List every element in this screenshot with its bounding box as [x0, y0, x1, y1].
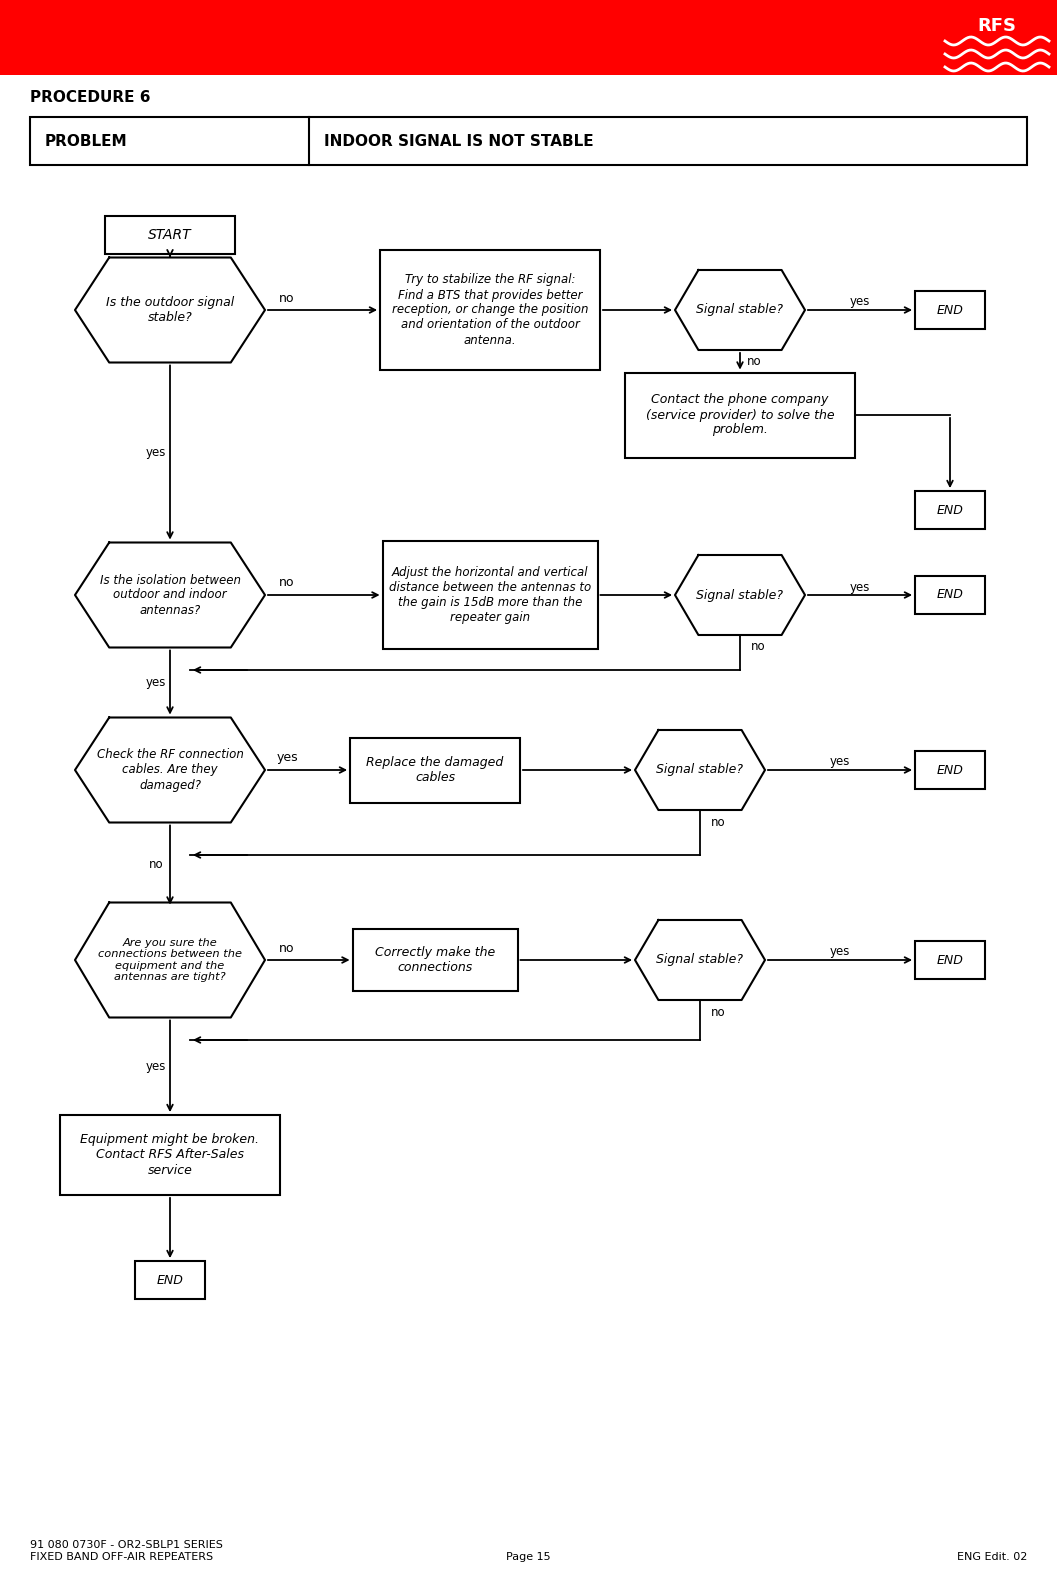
- Text: START: START: [148, 228, 191, 242]
- Text: END: END: [937, 589, 963, 601]
- Bar: [625, 372, 855, 457]
- Text: PROCEDURE 6: PROCEDURE 6: [30, 90, 150, 104]
- Text: Contact the phone company
(service provider) to solve the
problem.: Contact the phone company (service provi…: [646, 394, 834, 437]
- Text: RFS: RFS: [978, 17, 1017, 35]
- Bar: [135, 1261, 205, 1299]
- Text: no: no: [149, 859, 164, 872]
- Bar: [0, 0, 937, 74]
- Text: no: no: [279, 941, 295, 954]
- Bar: [352, 929, 518, 990]
- Text: Is the outdoor signal
stable?: Is the outdoor signal stable?: [106, 296, 234, 324]
- Text: Signal stable?: Signal stable?: [697, 304, 783, 316]
- Text: Signal stable?: Signal stable?: [656, 954, 743, 967]
- Bar: [350, 737, 520, 802]
- Bar: [915, 291, 985, 329]
- Text: Equipment might be broken.
Contact RFS After-Sales
service: Equipment might be broken. Contact RFS A…: [80, 1133, 260, 1177]
- Bar: [915, 941, 985, 979]
- Text: yes: yes: [850, 296, 870, 308]
- Bar: [383, 541, 597, 649]
- Text: yes: yes: [830, 756, 850, 769]
- Text: END: END: [156, 1274, 184, 1286]
- Text: Page 15: Page 15: [506, 1552, 551, 1561]
- Bar: [60, 1115, 280, 1194]
- Text: yes: yes: [146, 676, 166, 690]
- Bar: [937, 0, 1057, 74]
- Text: yes: yes: [850, 581, 870, 593]
- Text: PROBLEM: PROBLEM: [45, 133, 128, 149]
- Text: END: END: [937, 503, 963, 516]
- Bar: [915, 576, 985, 614]
- Text: yes: yes: [830, 946, 850, 959]
- Text: Replace the damaged
cables: Replace the damaged cables: [367, 756, 503, 785]
- Text: Adjust the horizontal and vertical
distance between the antennas to
the gain is : Adjust the horizontal and vertical dista…: [389, 566, 591, 623]
- Text: Try to stabilize the RF signal:
Find a BTS that provides better
reception, or ch: Try to stabilize the RF signal: Find a B…: [392, 274, 589, 346]
- Text: END: END: [937, 304, 963, 316]
- Text: ENG Edit. 02: ENG Edit. 02: [957, 1552, 1027, 1561]
- Text: no: no: [750, 641, 765, 653]
- Text: INDOOR SIGNAL IS NOT STABLE: INDOOR SIGNAL IS NOT STABLE: [324, 133, 594, 149]
- Text: Signal stable?: Signal stable?: [697, 589, 783, 601]
- Text: no: no: [710, 815, 725, 829]
- Text: yes: yes: [146, 1060, 166, 1073]
- Text: Correctly make the
connections: Correctly make the connections: [375, 946, 495, 975]
- Bar: [30, 117, 1027, 165]
- Text: Signal stable?: Signal stable?: [656, 764, 743, 777]
- Text: Is the isolation between
outdoor and indoor
antennas?: Is the isolation between outdoor and ind…: [99, 574, 241, 617]
- Text: END: END: [937, 954, 963, 967]
- Text: END: END: [937, 764, 963, 777]
- Text: Are you sure the
connections between the
equipment and the
antennas are tight?: Are you sure the connections between the…: [98, 938, 242, 982]
- Text: yes: yes: [146, 446, 166, 459]
- Bar: [381, 250, 600, 370]
- Text: no: no: [710, 1006, 725, 1019]
- Text: no: no: [279, 576, 295, 590]
- Text: yes: yes: [276, 751, 298, 764]
- Text: 91 080 0730F - OR2-SBLP1 SERIES
FIXED BAND OFF-AIR REPEATERS: 91 080 0730F - OR2-SBLP1 SERIES FIXED BA…: [30, 1541, 223, 1561]
- Text: no: no: [746, 354, 761, 367]
- Bar: [915, 751, 985, 789]
- Text: no: no: [279, 291, 295, 304]
- Bar: [105, 217, 235, 255]
- Text: Check the RF connection
cables. Are they
damaged?: Check the RF connection cables. Are they…: [96, 748, 243, 791]
- Bar: [915, 490, 985, 528]
